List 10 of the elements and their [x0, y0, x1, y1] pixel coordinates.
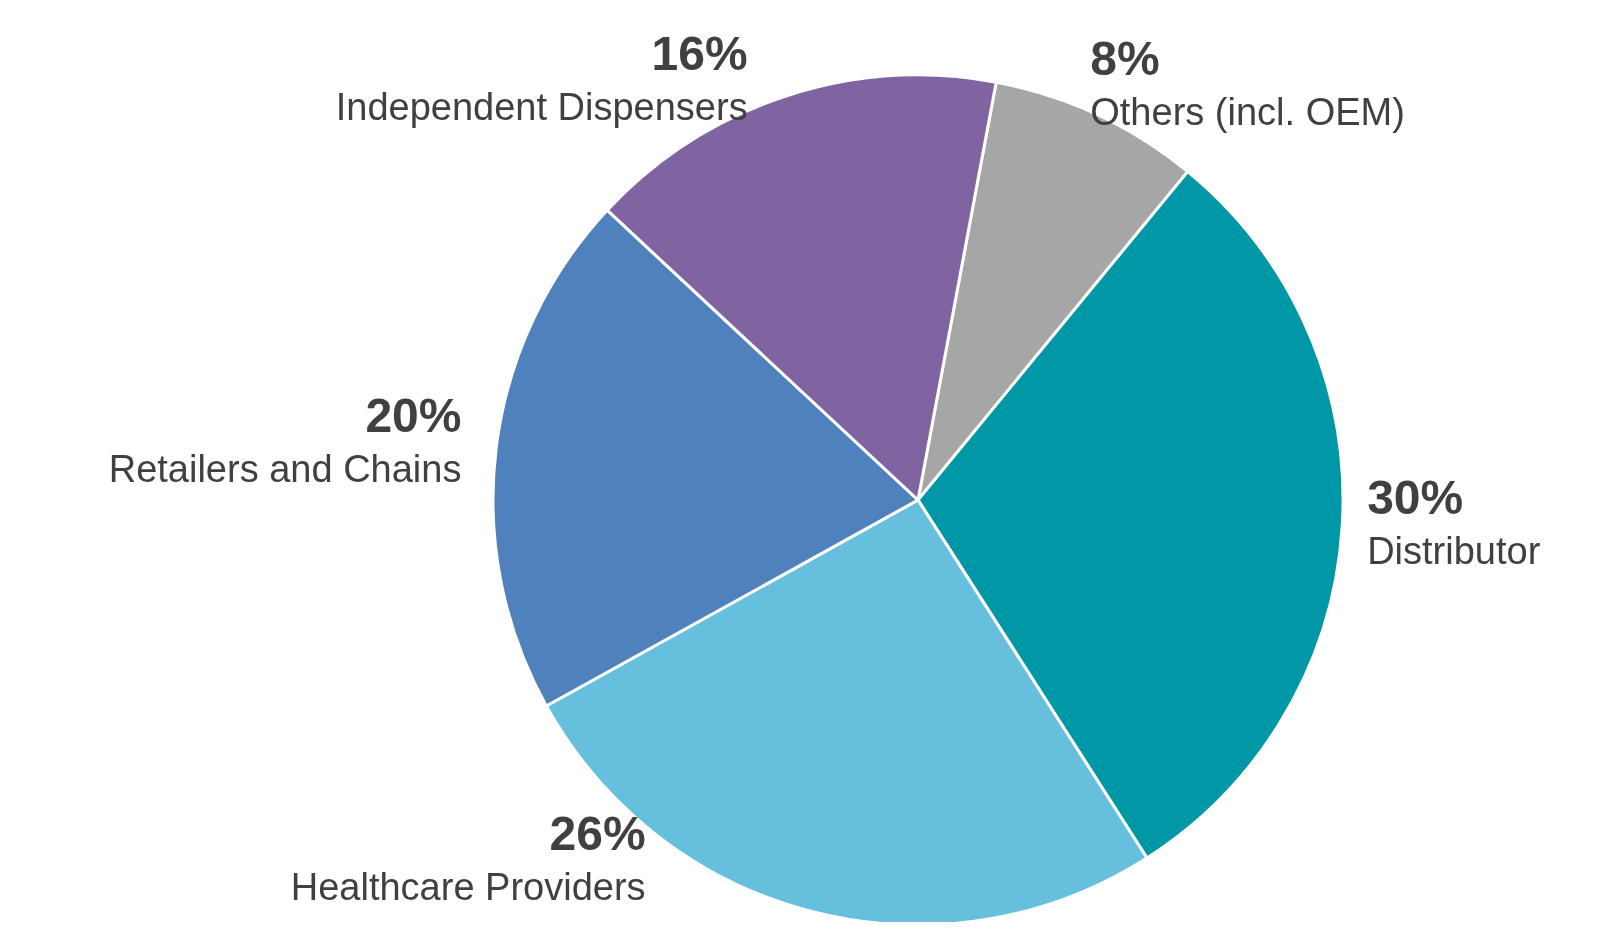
slice-label: Retailers and Chains — [108, 447, 462, 490]
slice-label: Independent Dispensers — [335, 86, 748, 128]
data-label: 30% — [1367, 470, 1464, 524]
data-label: 16% — [651, 27, 748, 80]
data-label: 20% — [365, 388, 462, 442]
data-label: 26% — [549, 807, 646, 860]
slice-label: Distributor — [1367, 529, 1541, 572]
data-label: 8% — [1090, 31, 1160, 85]
slice-label: Healthcare Providers — [290, 866, 646, 908]
slice-label: Others (incl. OEM) — [1090, 90, 1405, 133]
